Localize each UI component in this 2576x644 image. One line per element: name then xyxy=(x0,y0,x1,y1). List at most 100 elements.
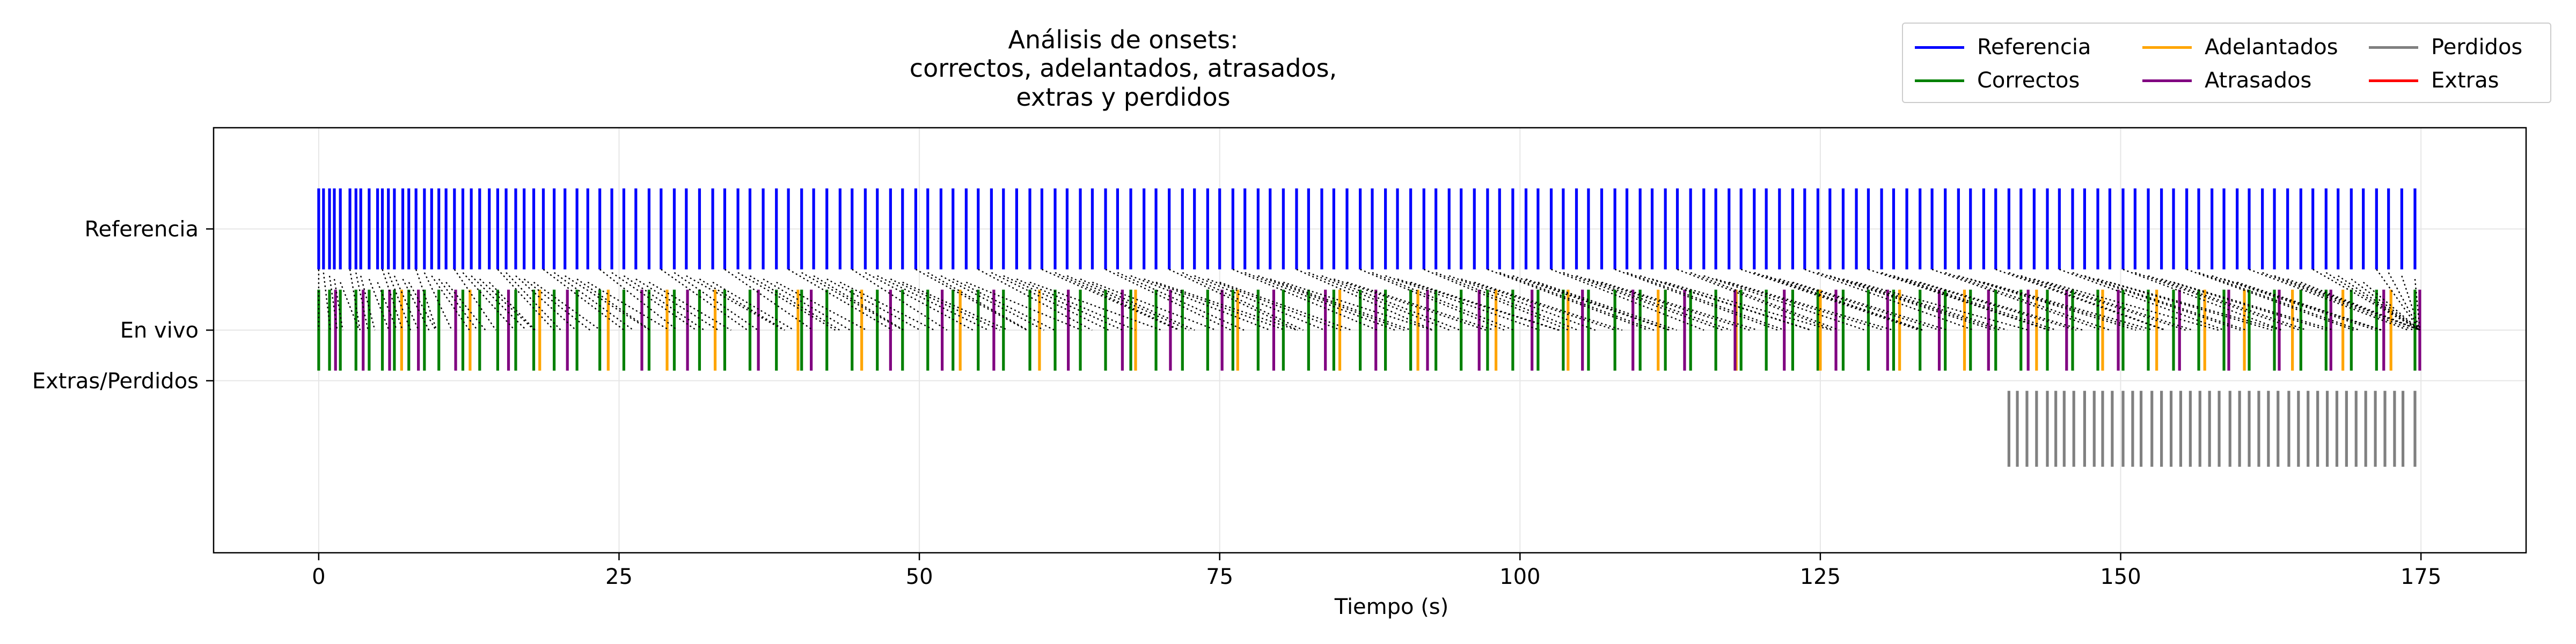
match-link xyxy=(445,282,486,331)
match-link xyxy=(2134,272,2300,331)
match-link xyxy=(1703,275,1865,331)
legend-label-adelantados: Adelantados xyxy=(2205,35,2338,60)
match-link xyxy=(533,282,601,331)
match-link xyxy=(1092,281,1217,331)
match-link xyxy=(2198,272,2360,331)
chart-title-line-3: extras y perdidos xyxy=(1016,82,1231,112)
y-tick-label: En vivo xyxy=(120,318,199,343)
match-link xyxy=(1182,272,1304,331)
match-link xyxy=(1346,281,1495,331)
match-link xyxy=(408,282,437,331)
match-link xyxy=(1283,281,1433,331)
match-link xyxy=(1410,281,1560,331)
match-link xyxy=(2084,275,2246,331)
x-tick-label: 25 xyxy=(605,565,633,589)
match-link xyxy=(991,272,1109,331)
match-link xyxy=(1029,281,1162,331)
match-link xyxy=(1843,278,2008,331)
match-link xyxy=(2123,268,2283,331)
x-tick-label: 175 xyxy=(2401,565,2441,589)
match-link xyxy=(1360,268,1505,331)
legend-swatch-referencia xyxy=(1915,46,1964,49)
match-link xyxy=(387,272,412,331)
match-link xyxy=(349,269,361,331)
axes-layer: 0 25 50 75 100 125 150 175 Referencia En vivo Extr… xyxy=(32,127,2527,589)
match-link xyxy=(1576,275,1731,331)
match-link xyxy=(1321,275,1460,331)
match-link xyxy=(1333,278,1487,331)
match-link xyxy=(623,275,705,331)
match-link xyxy=(2287,278,2420,331)
match-link xyxy=(2249,268,2409,331)
match-link xyxy=(1144,278,1286,331)
y-tick-label: Referencia xyxy=(85,217,199,242)
match-link xyxy=(1499,272,1655,331)
match-link xyxy=(1614,268,1778,331)
match-link xyxy=(839,281,935,331)
match-link xyxy=(1588,278,1750,331)
match-link xyxy=(2351,279,2420,331)
match-link xyxy=(1906,278,2077,331)
match-link xyxy=(712,281,795,331)
match-link xyxy=(1690,272,1840,331)
match-link xyxy=(1461,278,1616,331)
legend-item-adelantados: Adelantados xyxy=(2142,32,2338,62)
match-link xyxy=(1105,268,1232,331)
match-link xyxy=(902,281,1008,331)
y-tick-label: Extras/Perdidos xyxy=(32,369,199,393)
match-link xyxy=(479,279,535,331)
x-tick-label: 75 xyxy=(1206,565,1233,589)
legend-swatch-adelantados xyxy=(2142,46,2192,49)
match-link xyxy=(1931,268,2102,331)
legend-label-perdidos: Perdidos xyxy=(2431,35,2523,60)
legend-item-correctos: Correctos xyxy=(1915,65,2080,96)
match-link xyxy=(355,272,369,331)
legend: Referencia Correctos Adelantados Atrasad… xyxy=(1902,23,2551,103)
match-link xyxy=(462,272,515,331)
match-link xyxy=(1270,278,1411,331)
match-link xyxy=(1766,275,1923,331)
match-link xyxy=(1551,268,1704,331)
match-link xyxy=(2008,272,2166,331)
match-link xyxy=(1117,272,1245,331)
match-link xyxy=(1818,272,1994,331)
match-link xyxy=(1804,268,1974,331)
legend-swatch-correctos xyxy=(1915,79,1964,82)
match-link xyxy=(890,278,1000,331)
match-link xyxy=(382,269,404,331)
chart-title: Análisis de onsets: correctos, adelantad… xyxy=(694,25,1553,112)
match-link xyxy=(402,279,430,331)
match-link xyxy=(393,275,419,331)
match-link xyxy=(1016,278,1136,331)
match-link xyxy=(2059,268,2224,331)
match-link xyxy=(1665,281,1832,331)
legend-item-atrasados: Atrasados xyxy=(2142,65,2311,96)
match-link xyxy=(1601,281,1758,331)
match-link xyxy=(2033,278,2193,331)
legend-label-extras: Extras xyxy=(2431,68,2499,93)
match-link xyxy=(1538,281,1677,331)
match-link xyxy=(1372,272,1514,331)
match-link xyxy=(2212,275,2376,331)
x-tick-label: 125 xyxy=(1800,565,1841,589)
match-link xyxy=(377,282,398,331)
match-link xyxy=(1080,278,1195,331)
match-link xyxy=(1232,268,1378,331)
match-link xyxy=(1487,268,1649,331)
match-link xyxy=(1945,272,2110,331)
chart-title-line-2: correctos, adelantados, atrasados, xyxy=(909,54,1337,83)
match-link xyxy=(1792,281,1948,331)
match-link xyxy=(576,279,651,331)
match-link xyxy=(927,272,1028,331)
match-link xyxy=(661,269,748,331)
match-link xyxy=(1155,281,1297,331)
axes-frame xyxy=(213,127,2527,554)
match-link xyxy=(599,269,678,331)
legend-item-extras: Extras xyxy=(2369,65,2499,96)
match-link xyxy=(423,272,452,331)
match-link xyxy=(2021,275,2186,331)
legend-swatch-perdidos xyxy=(2369,46,2418,49)
match-link xyxy=(1868,268,2049,331)
